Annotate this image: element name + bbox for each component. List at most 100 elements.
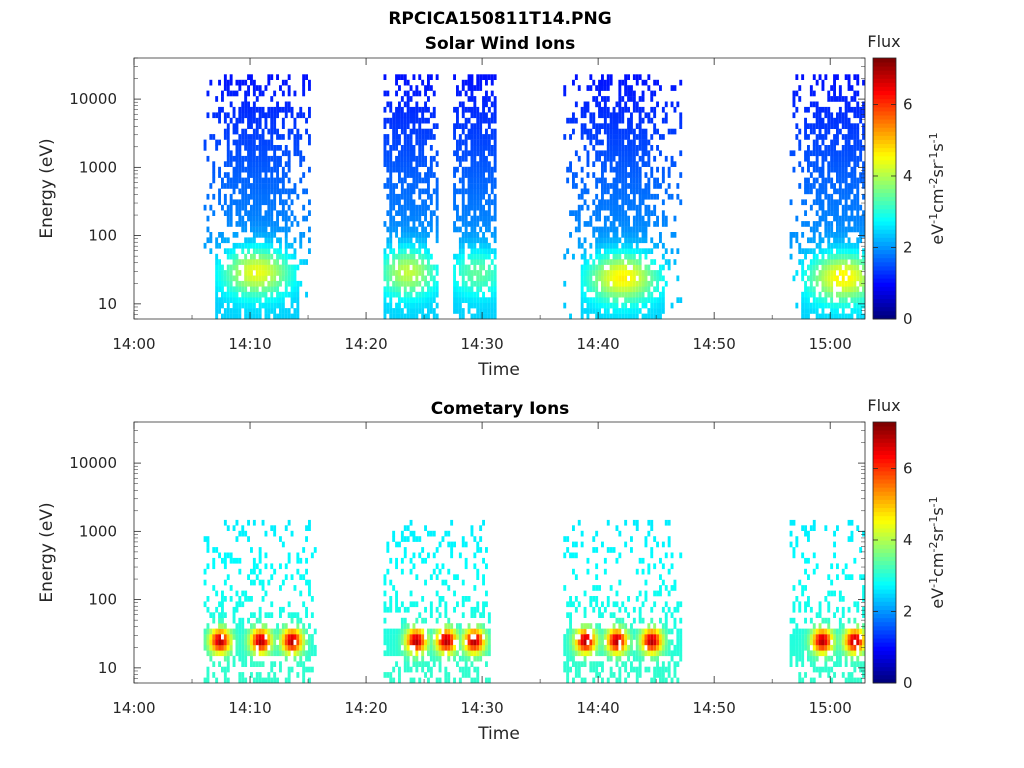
heat-cell <box>424 639 427 646</box>
heat-cell <box>644 280 648 287</box>
heat-cell <box>815 79 819 86</box>
heat-cell <box>827 286 831 293</box>
heat-cell <box>653 313 657 320</box>
heat-cell <box>577 639 581 646</box>
heat-cell <box>804 308 807 314</box>
heat-cell <box>424 264 427 271</box>
heat-cell <box>627 628 630 635</box>
heat-cell <box>235 275 239 282</box>
heat-cell <box>241 655 245 662</box>
heat-cell <box>221 650 224 657</box>
heat-cell <box>287 150 291 157</box>
heat-cell <box>470 639 474 646</box>
heat-cell <box>270 155 274 162</box>
heat-cell <box>464 134 468 140</box>
heat-cell <box>255 270 259 276</box>
heat-cell <box>238 644 242 651</box>
heat-cell <box>618 530 622 537</box>
heat-cell <box>261 661 265 667</box>
heat-cell <box>412 552 416 559</box>
heat-cell <box>638 275 642 282</box>
heat-cell <box>258 280 262 287</box>
heat-cell <box>656 639 659 646</box>
heat-cell <box>255 242 259 249</box>
heat-cell <box>650 547 654 553</box>
heat-cell <box>577 650 581 657</box>
heat-cell <box>493 177 497 184</box>
heat-cell <box>406 155 410 162</box>
heat-cell <box>403 291 407 298</box>
heat-cell <box>479 199 483 206</box>
heat-cell <box>389 634 393 640</box>
heat-cell <box>635 634 639 640</box>
heat-cell <box>276 226 279 233</box>
heat-cell <box>606 155 610 162</box>
heat-cell <box>415 248 419 254</box>
heat-cell <box>235 280 239 287</box>
heat-cell <box>821 237 825 244</box>
heat-cell <box>226 177 230 184</box>
heat-cell <box>218 650 221 657</box>
heat-cell <box>250 302 253 309</box>
heat-cell <box>580 123 584 129</box>
heat-cell <box>409 601 413 608</box>
heat-cell <box>601 123 604 129</box>
heat-cell <box>833 155 836 162</box>
heat-cell <box>261 188 265 195</box>
heat-cell <box>476 297 480 303</box>
heat-cell <box>386 166 390 173</box>
heat-cell <box>618 552 622 559</box>
heat-cell <box>424 155 427 162</box>
heat-cell <box>606 286 610 293</box>
heat-cell <box>412 221 416 227</box>
heat-cell <box>238 617 242 624</box>
heat-cell <box>429 161 433 167</box>
heat-cell <box>627 644 630 651</box>
heat-cell <box>215 253 219 260</box>
heat-cell <box>606 237 610 244</box>
heat-cell <box>592 112 596 119</box>
heat-cell <box>398 297 401 303</box>
heat-cell <box>221 177 224 184</box>
heat-cell <box>238 286 242 293</box>
heat-cell <box>255 161 259 167</box>
heat-cell <box>267 297 271 303</box>
heat-cell <box>261 106 265 113</box>
heat-cell <box>627 74 630 80</box>
heat-cell <box>247 172 250 178</box>
heat-cell <box>415 90 419 97</box>
heat-cell <box>284 112 288 119</box>
heat-cell <box>627 308 630 314</box>
heat-cell <box>583 634 587 640</box>
heat-cell <box>296 112 300 119</box>
heat-cell <box>232 313 236 320</box>
heat-cell <box>821 210 825 216</box>
heat-cell <box>389 264 393 271</box>
heat-cell <box>438 612 442 618</box>
heat-cell <box>621 106 625 113</box>
heat-cell <box>630 253 633 260</box>
heat-cell <box>415 574 419 580</box>
heat-cell <box>833 96 836 102</box>
heat-cell <box>801 199 805 206</box>
heat-cell <box>467 302 471 309</box>
heat-cell <box>435 590 439 597</box>
heat-cell <box>644 666 648 673</box>
heat-cell <box>429 210 433 216</box>
heat-cell <box>400 204 404 211</box>
heat-cell <box>801 270 805 276</box>
heat-cell <box>650 259 654 265</box>
heat-cell <box>264 650 268 657</box>
heat-cell <box>572 639 575 646</box>
heat-cell <box>296 623 300 629</box>
heat-cell <box>493 264 497 271</box>
heat-cell <box>467 128 471 135</box>
heat-cell <box>264 259 268 265</box>
heat-cell <box>853 308 857 314</box>
heat-cell <box>241 280 245 287</box>
heat-cell <box>809 188 813 195</box>
heat-cell <box>473 264 477 271</box>
heat-cell <box>609 183 613 189</box>
heat-cell <box>606 79 610 86</box>
heat-cell <box>235 606 239 613</box>
